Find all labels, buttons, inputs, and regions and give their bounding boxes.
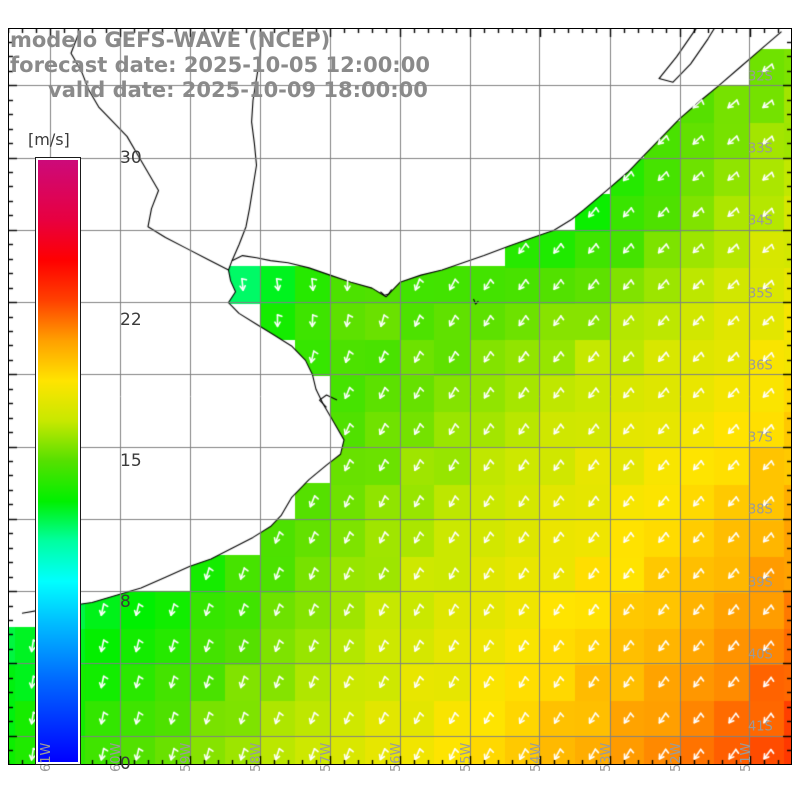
- colorbar-tick-0: 0: [120, 754, 131, 774]
- lon-label-52W: 52W: [669, 742, 684, 772]
- lon-label-53W: 53W: [599, 742, 614, 772]
- graticule-canvas: [8, 28, 792, 765]
- lat-label-38S: 38S: [748, 502, 773, 518]
- colorbar-tick-22: 22: [120, 309, 142, 330]
- lon-label-54W: 54W: [529, 742, 544, 772]
- lon-label-56W: 56W: [389, 742, 404, 772]
- lon-label-57W: 57W: [319, 742, 334, 772]
- lat-label-39S: 39S: [748, 575, 773, 591]
- lon-label-55W: 55W: [459, 742, 474, 772]
- map-plot-area[interactable]: [8, 28, 792, 765]
- lat-label-40S: 40S: [748, 647, 773, 663]
- colorbar[interactable]: 30 22 15 8 0: [35, 148, 142, 774]
- lat-label-33S: 33S: [748, 141, 773, 157]
- lat-label-35S: 35S: [748, 286, 773, 302]
- colorbar-units-label: [m/s]: [28, 130, 70, 149]
- colorbar-tick-30: 30: [120, 148, 142, 168]
- colorbar-gradient: [35, 157, 81, 765]
- lat-label-36S: 36S: [748, 358, 773, 374]
- lat-label-34S: 34S: [748, 213, 773, 229]
- lon-label-61W: 61W: [39, 742, 54, 772]
- lat-label-32S: 32S: [748, 69, 773, 85]
- lon-label-51W: 51W: [739, 742, 754, 772]
- colorbar-tick-15: 15: [120, 451, 142, 471]
- colorbar-tick-8: 8: [120, 592, 131, 613]
- lon-label-58W: 58W: [249, 742, 264, 772]
- lon-label-59W: 59W: [179, 742, 194, 772]
- lat-label-37S: 37S: [748, 430, 773, 446]
- lon-label-60W: 60W: [109, 742, 124, 772]
- lat-label-41S: 41S: [748, 719, 773, 735]
